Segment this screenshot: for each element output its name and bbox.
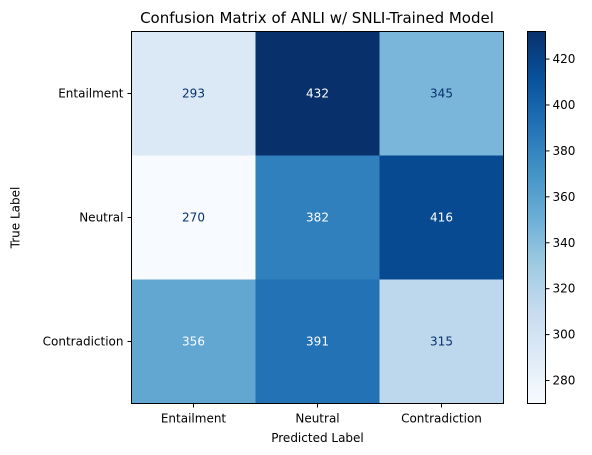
x-tick-label: Contradiction (401, 412, 482, 426)
colorbar-tick-label: 360 (553, 190, 576, 204)
cell-value-label: 293 (182, 87, 205, 101)
heatmap-cell (255, 31, 380, 156)
heatmap-cell (131, 155, 256, 280)
colorbar-tick-label: 300 (553, 328, 576, 342)
heatmap-cell (255, 155, 380, 280)
colorbar-tick-label: 340 (553, 236, 576, 250)
colorbar-tick-label: 380 (553, 144, 576, 158)
y-tick-label: Neutral (79, 211, 123, 225)
colorbar-tick-label: 400 (553, 98, 576, 112)
chart-title: Confusion Matrix of ANLI w/ SNLI-Trained… (140, 9, 494, 27)
colorbar-tick-label: 420 (553, 52, 576, 66)
cell-value-label: 345 (430, 87, 453, 101)
heatmap-cell (379, 279, 504, 404)
cell-value-label: 416 (430, 211, 453, 225)
y-tick-label: Entailment (58, 87, 124, 101)
cell-value-label: 315 (430, 335, 453, 349)
heatmap-cell-labels: 293 432 345 270 382 416 356 391 315 (182, 87, 453, 349)
x-axis-label: Predicted Label (271, 431, 364, 445)
colorbar (527, 31, 546, 404)
heatmap-cell (379, 155, 504, 280)
heatmap-cell (255, 279, 380, 404)
cell-value-label: 270 (182, 211, 205, 225)
colorbar-tick-label: 280 (553, 374, 576, 388)
heatmap-cell (379, 31, 504, 156)
heatmap-cell (131, 279, 256, 404)
colorbar-ticks: 280 300 320 340 360 380 400 420 (545, 52, 576, 388)
colorbar-tick-label: 320 (553, 282, 576, 296)
cell-value-label: 391 (306, 335, 329, 349)
y-axis-label: True Label (9, 187, 23, 250)
cell-value-label: 356 (182, 335, 205, 349)
heatmap-cell (131, 31, 256, 156)
x-axis-ticks: Entailment Neutral Contradiction (161, 403, 482, 426)
x-tick-label: Neutral (295, 412, 339, 426)
x-tick-label: Entailment (161, 412, 227, 426)
heatmap-cells (131, 31, 504, 404)
cell-value-label: 382 (306, 211, 329, 225)
y-tick-label: Contradiction (43, 335, 124, 349)
cell-value-label: 432 (306, 87, 329, 101)
y-axis-ticks: Entailment Neutral Contradiction (43, 87, 132, 349)
